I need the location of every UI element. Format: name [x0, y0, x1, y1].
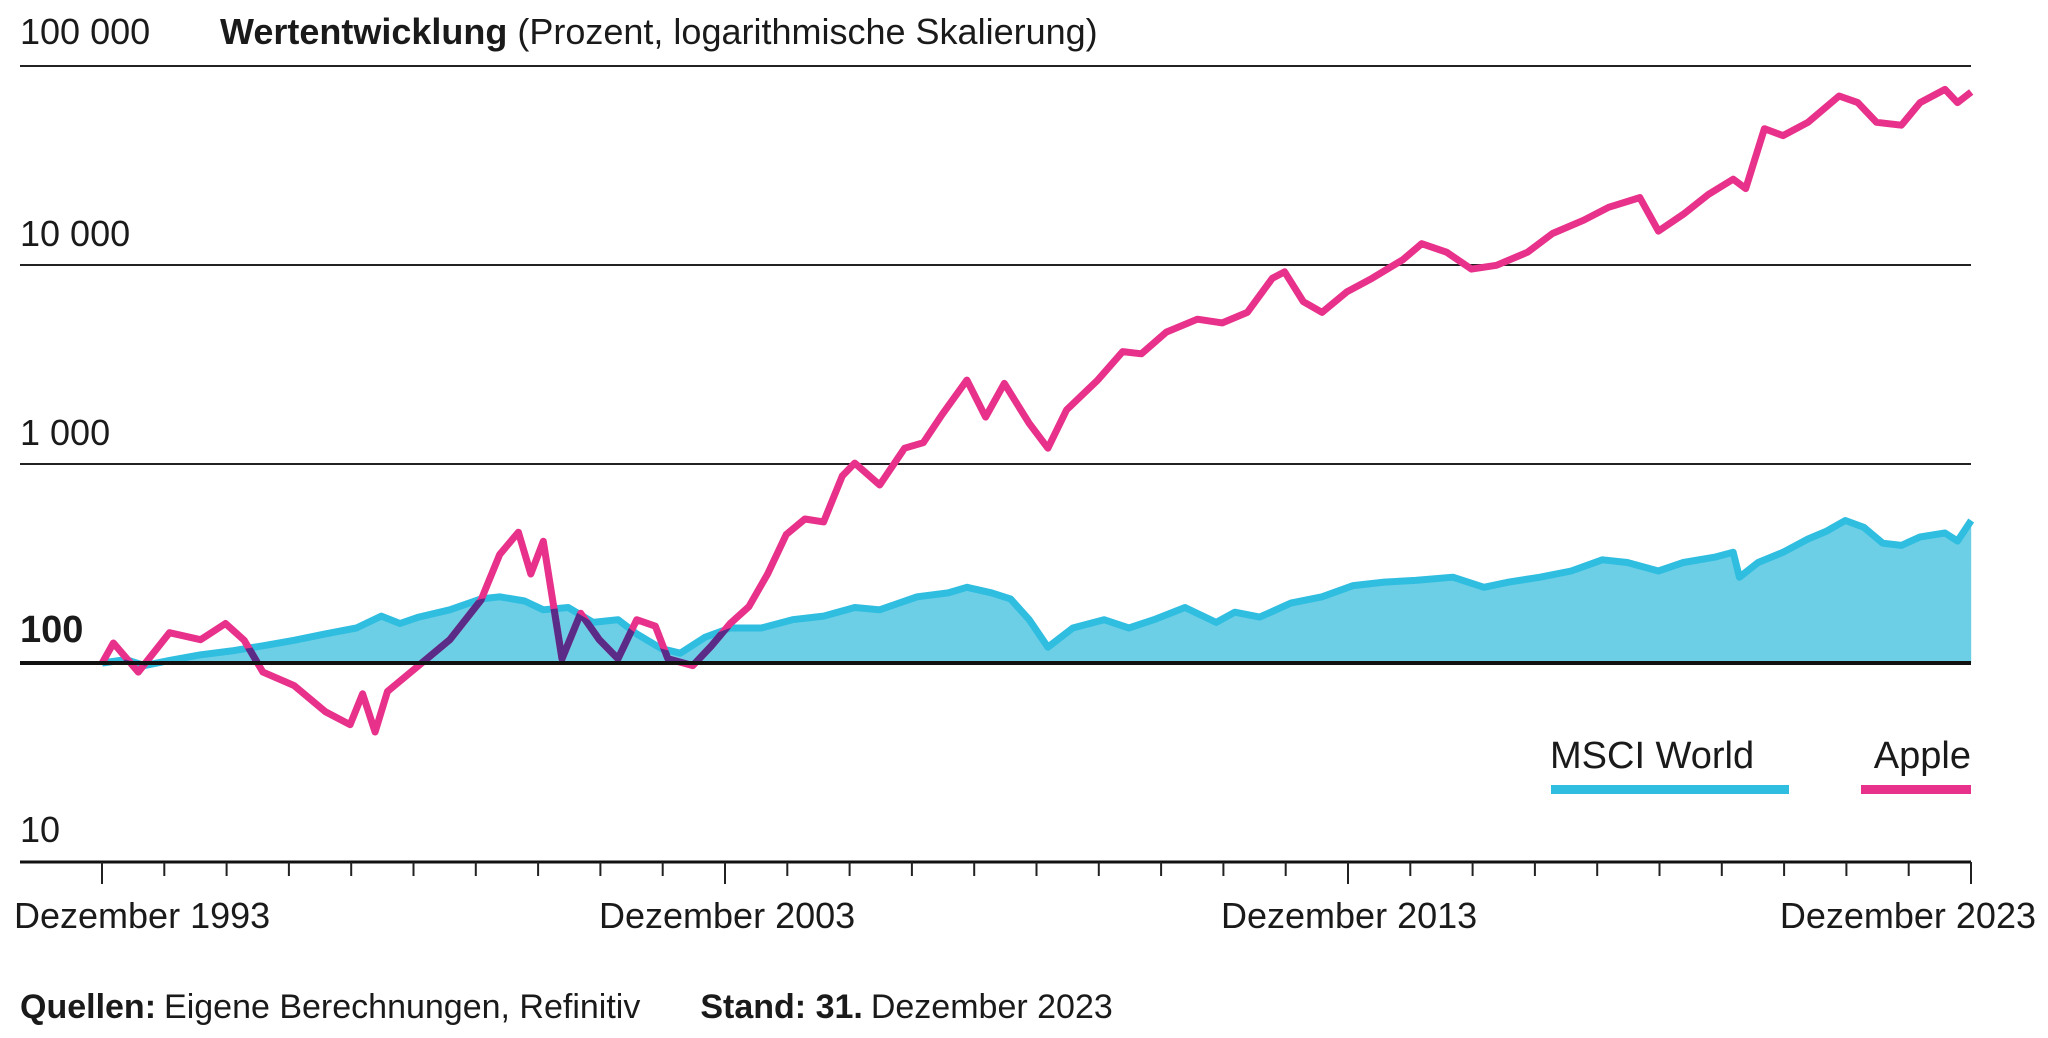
chart-subtitle: (Prozent, logarithmische Skalierung) — [517, 11, 1097, 52]
x-tick-label-1993: Dezember 1993 — [14, 895, 270, 936]
y-tick-label-10000: 10 000 — [20, 213, 130, 254]
date-label: Stand: 31. — [700, 988, 862, 1026]
y-tick-label-10: 10 — [20, 809, 60, 850]
y-tick-label-100: 100 — [20, 609, 83, 651]
chart-title-main: Wertentwicklung — [220, 11, 507, 52]
legend-label-msci-world: MSCI World — [1550, 735, 1754, 777]
msci-world-area — [102, 520, 1972, 666]
date-text: Dezember 2023 — [871, 988, 1113, 1026]
legend-swatch-apple — [1861, 785, 1971, 794]
source-text: Eigene Berechnungen, Refinitiv — [164, 988, 640, 1026]
x-tick-label-2013: Dezember 2013 — [1221, 895, 1477, 936]
x-tick-label-2023: Dezember 2023 — [1780, 895, 2036, 936]
legend-swatch-msci-world — [1551, 785, 1789, 794]
y-tick-label-1000: 1 000 — [20, 412, 110, 453]
x-tick-label-2003: Dezember 2003 — [599, 895, 855, 936]
legend-label-apple: Apple — [1874, 735, 1971, 777]
chart-title: Wertentwicklung (Prozent, logarithmische … — [220, 11, 1098, 52]
source-label: Quellen: — [20, 988, 156, 1026]
msci-world-line — [101, 517, 1975, 670]
gridlines — [20, 65, 1971, 465]
x-axis-ticks — [101, 862, 1972, 884]
y-tick-label-100000: 100 000 — [20, 11, 150, 52]
footer: Quellen: Eigene Berechnungen, Refinitiv St… — [20, 988, 1113, 1026]
apple-line-overlap — [102, 520, 1972, 666]
